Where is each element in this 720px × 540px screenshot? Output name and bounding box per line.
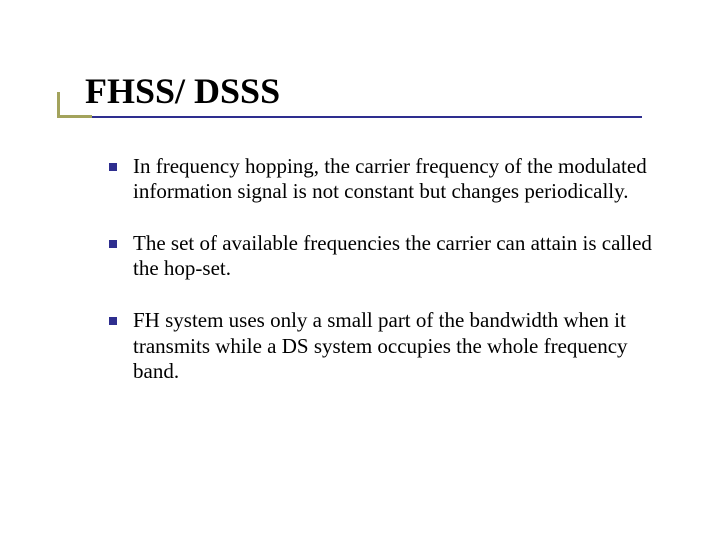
- list-item: FH system uses only a small part of the …: [109, 308, 660, 385]
- title-underline: [92, 116, 642, 118]
- slide-title: FHSS/ DSSS: [85, 72, 660, 112]
- bullet-list: In frequency hopping, the carrier freque…: [85, 154, 660, 385]
- slide-container: FHSS/ DSSS In frequency hopping, the car…: [0, 0, 720, 451]
- title-wrap: FHSS/ DSSS: [85, 72, 660, 112]
- list-item: In frequency hopping, the carrier freque…: [109, 154, 660, 205]
- list-item: The set of available frequencies the car…: [109, 231, 660, 282]
- title-accent-corner: [57, 92, 92, 118]
